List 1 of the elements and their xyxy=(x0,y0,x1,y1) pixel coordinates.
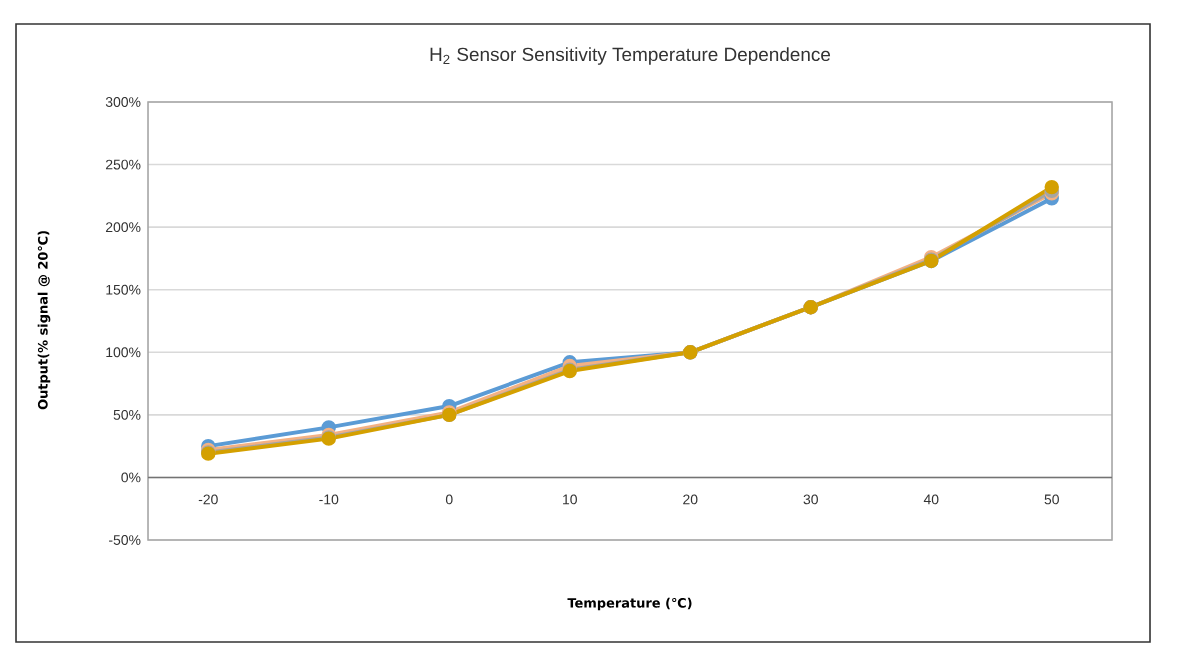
chart-title: H$_{2}$ Sensor Sensitivity Temperature Dependence xyxy=(430,47,831,65)
